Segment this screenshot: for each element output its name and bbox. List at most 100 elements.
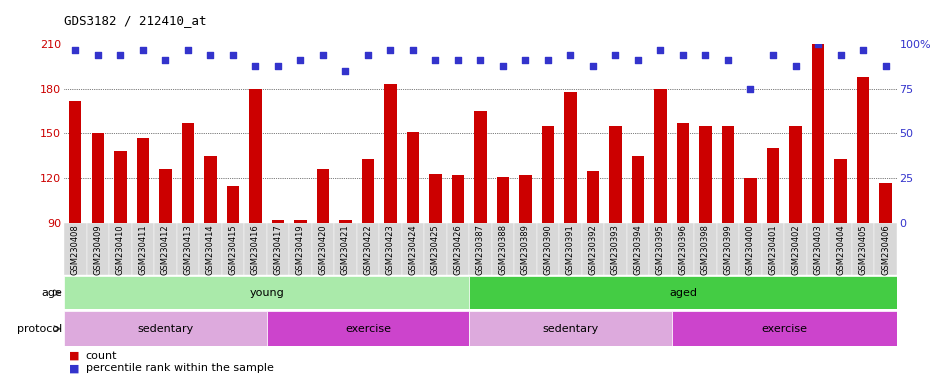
Bar (649, 223, 672, 275)
Text: GSM230409: GSM230409 (93, 224, 103, 275)
Bar (289, 223, 312, 275)
Point (743, 86, 758, 92)
Point (810, 41, 825, 47)
Bar (334, 223, 357, 275)
Bar (199, 223, 221, 275)
Point (788, 63, 803, 69)
Text: GSM230424: GSM230424 (409, 224, 417, 275)
Text: GSM230394: GSM230394 (633, 224, 642, 275)
Point (518, 57, 533, 63)
Bar (339, 220, 351, 223)
Text: GSM230417: GSM230417 (273, 224, 283, 275)
Bar (244, 223, 267, 275)
Bar (221, 223, 244, 275)
Text: GSM230402: GSM230402 (791, 224, 800, 275)
Bar (560, 223, 582, 275)
Text: GSM230412: GSM230412 (161, 224, 170, 275)
Text: young: young (250, 288, 284, 298)
Text: GSM230403: GSM230403 (814, 224, 822, 275)
Point (316, 52, 331, 58)
Bar (762, 223, 785, 275)
Text: GSM230422: GSM230422 (364, 224, 372, 275)
Bar (114, 151, 126, 223)
Point (293, 57, 308, 63)
Text: GDS3182 / 212410_at: GDS3182 / 212410_at (64, 14, 206, 27)
Point (113, 52, 128, 58)
Bar (430, 174, 442, 223)
Bar (267, 223, 289, 275)
Bar (294, 220, 306, 223)
Bar (564, 92, 577, 223)
Bar (785, 223, 806, 275)
Text: GSM230411: GSM230411 (138, 224, 147, 275)
Bar (744, 178, 756, 223)
Text: GSM230390: GSM230390 (544, 224, 552, 275)
Bar (767, 148, 779, 223)
Bar (496, 177, 509, 223)
Text: GSM230414: GSM230414 (206, 224, 215, 275)
Bar (542, 126, 554, 223)
Text: GSM230425: GSM230425 (430, 224, 440, 275)
Text: aged: aged (669, 288, 697, 298)
Bar (492, 223, 514, 275)
Point (698, 52, 713, 58)
Bar (789, 126, 802, 223)
Point (382, 46, 398, 53)
Bar (676, 123, 690, 223)
Bar (154, 223, 176, 275)
Text: GSM230406: GSM230406 (881, 224, 890, 275)
Bar (379, 223, 401, 275)
Bar (362, 159, 374, 223)
Bar (317, 169, 329, 223)
Bar (806, 223, 829, 275)
Bar (109, 223, 132, 275)
Point (405, 46, 420, 53)
Point (721, 57, 736, 63)
Text: GSM230421: GSM230421 (341, 224, 349, 275)
Text: GSM230410: GSM230410 (116, 224, 125, 275)
Point (766, 52, 781, 58)
Bar (879, 182, 892, 223)
Bar (227, 185, 239, 223)
Point (68, 46, 83, 53)
Bar (182, 123, 194, 223)
Text: GSM230398: GSM230398 (701, 224, 710, 275)
Bar (835, 159, 847, 223)
Bar (672, 223, 694, 275)
Bar (857, 77, 869, 223)
Text: GSM230408: GSM230408 (71, 224, 80, 275)
Bar (447, 223, 469, 275)
Point (361, 52, 376, 58)
Bar (609, 126, 622, 223)
Point (338, 68, 353, 74)
Bar (699, 126, 711, 223)
Text: GSM230420: GSM230420 (318, 224, 328, 275)
Text: GSM230426: GSM230426 (453, 224, 463, 275)
Point (450, 57, 465, 63)
Text: GSM230387: GSM230387 (476, 224, 485, 275)
Bar (469, 276, 897, 309)
Bar (401, 223, 424, 275)
Point (248, 63, 263, 69)
Bar (474, 111, 487, 223)
Bar (132, 223, 154, 275)
Bar (829, 223, 852, 275)
Point (495, 63, 511, 69)
Bar (587, 170, 599, 223)
Point (541, 57, 556, 63)
Bar (176, 223, 199, 275)
Point (833, 52, 848, 58)
Text: GSM230415: GSM230415 (228, 224, 237, 275)
Text: exercise: exercise (345, 324, 391, 334)
Point (428, 57, 443, 63)
Text: sedentary: sedentary (138, 324, 193, 334)
Text: GSM230399: GSM230399 (723, 224, 733, 275)
Text: GSM230388: GSM230388 (498, 224, 508, 275)
Bar (469, 311, 672, 346)
Bar (632, 156, 644, 223)
Text: count: count (86, 351, 117, 361)
Point (180, 46, 195, 53)
Text: GSM230396: GSM230396 (678, 224, 688, 275)
Bar (64, 276, 469, 309)
Bar (271, 220, 284, 223)
